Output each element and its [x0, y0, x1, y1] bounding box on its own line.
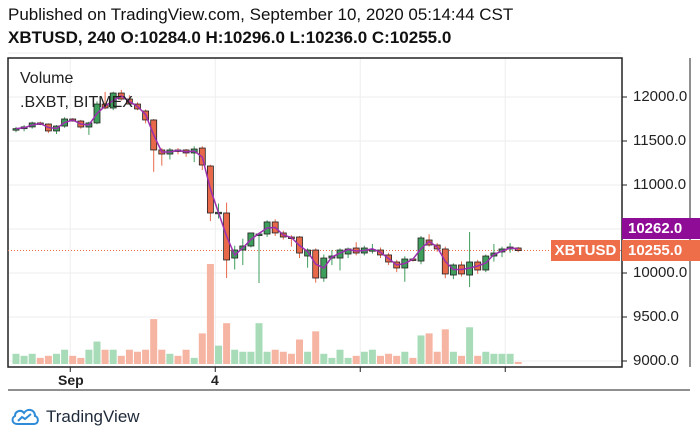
- volume-bar: [117, 355, 125, 364]
- volume-bars: [12, 264, 522, 364]
- volume-bar: [223, 323, 231, 364]
- volume-bar: [125, 349, 133, 364]
- low-value: 10236.0: [305, 28, 368, 47]
- candle-body: [514, 247, 522, 251]
- volume-bar: [158, 349, 166, 364]
- plot-border: [7, 57, 623, 368]
- volume-bar: [174, 355, 182, 364]
- volume-bar: [304, 351, 312, 364]
- volume-bar: [109, 349, 117, 364]
- symbol-badge: XBTUSD: [551, 240, 620, 261]
- volume-bar: [61, 349, 69, 364]
- volume-bar: [401, 351, 409, 364]
- y-tick-label: 11000.0: [633, 176, 687, 193]
- volume-bar: [490, 353, 498, 364]
- volume-bar: [166, 353, 174, 364]
- y-tick-label: 10000.0: [633, 264, 688, 281]
- volume-bar: [296, 339, 303, 364]
- volume-bar: [336, 349, 344, 364]
- y-tick-label: 11500.0: [633, 132, 687, 149]
- volume-bar: [385, 353, 393, 364]
- volume-bar: [377, 355, 384, 364]
- volume-bar: [36, 357, 44, 364]
- y-tick-label: 9000.0: [633, 352, 679, 369]
- volume-bar: [85, 349, 93, 364]
- close-label: C:: [371, 28, 390, 47]
- volume-bar: [190, 357, 198, 364]
- volume-bar: [433, 351, 441, 364]
- low-label: L:: [289, 28, 306, 47]
- volume-bar: [466, 327, 474, 364]
- volume-bar: [198, 333, 206, 364]
- volume-bar: [506, 353, 514, 364]
- volume-bar: [69, 355, 77, 364]
- tradingview-cloud-icon: [11, 408, 39, 425]
- volume-bar: [328, 357, 336, 364]
- volume-bar: [142, 349, 150, 364]
- ma-value-badge: 10262.0: [622, 218, 700, 239]
- logo-text: TradingView: [46, 407, 140, 426]
- volume-bar: [393, 355, 401, 364]
- y-tick-label: 9500.0: [633, 308, 679, 325]
- volume-bar: [53, 353, 60, 364]
- volume-bar: [449, 351, 457, 364]
- volume-bar: [498, 353, 506, 364]
- volume-bar: [271, 349, 279, 364]
- volume-legend[interactable]: Volume: [20, 70, 74, 87]
- high-value: 10296.0: [223, 28, 285, 47]
- open-value: 10284.0: [139, 28, 201, 47]
- volume-bar: [239, 351, 247, 364]
- candles: [12, 89, 522, 287]
- moving-average-line: [15, 95, 519, 271]
- volume-bar: [182, 349, 190, 364]
- volume-bar: [101, 349, 109, 364]
- volume-bar: [425, 333, 433, 364]
- volume-bar: [514, 361, 522, 364]
- volume-bar: [77, 357, 85, 364]
- volume-bar: [231, 349, 239, 364]
- volume-bar: [482, 351, 490, 364]
- volume-bar: [134, 351, 141, 364]
- volume-bar: [360, 351, 368, 364]
- tradingview-logo[interactable]: TradingView: [10, 406, 140, 428]
- symbol-label: XBTUSD, 240: [8, 28, 116, 47]
- volume-bar: [409, 357, 417, 364]
- volume-bar: [368, 349, 376, 364]
- volume-bar: [20, 355, 28, 364]
- volume-bar: [312, 331, 320, 364]
- volume-bar: [93, 341, 101, 364]
- candle-body: [425, 239, 433, 246]
- volume-bar: [150, 319, 158, 364]
- volume-bar: [441, 329, 449, 364]
- volume-bar: [215, 345, 222, 364]
- volume-bar: [28, 353, 36, 364]
- volume-bar: [287, 353, 295, 364]
- symbol-ohlc-line: XBTUSD, 240 O:10284.0 H:10296.0 L:10236.…: [8, 28, 451, 48]
- x-tick-4: 4: [211, 372, 219, 388]
- y-tick-label: 12000.0: [633, 88, 688, 105]
- close-value: 10255.0: [389, 28, 452, 47]
- volume-bar: [344, 357, 352, 364]
- volume-bar: [263, 351, 271, 364]
- last-price-badge: 10255.0: [622, 240, 700, 261]
- published-line: Published on TradingView.com, September …: [8, 5, 514, 24]
- volume-bar: [206, 264, 214, 364]
- open-label: O:: [120, 28, 140, 47]
- high-label: H:: [205, 28, 224, 47]
- candle-body: [304, 249, 312, 257]
- time-axis-ticks: [69, 96, 627, 372]
- source-legend: .BXBT, BITMEX: [20, 94, 133, 111]
- volume-bar: [247, 351, 255, 364]
- volume-bar: [474, 355, 482, 364]
- volume-bar: [279, 351, 287, 364]
- volume-bar: [44, 355, 52, 364]
- volume-bar: [320, 353, 328, 364]
- volume-bar: [417, 335, 425, 364]
- volume-bar: [458, 355, 465, 364]
- volume-bar: [12, 353, 20, 364]
- x-tick-sep: Sep: [58, 372, 84, 388]
- volume-bar: [352, 355, 360, 364]
- volume-bar: [255, 323, 263, 364]
